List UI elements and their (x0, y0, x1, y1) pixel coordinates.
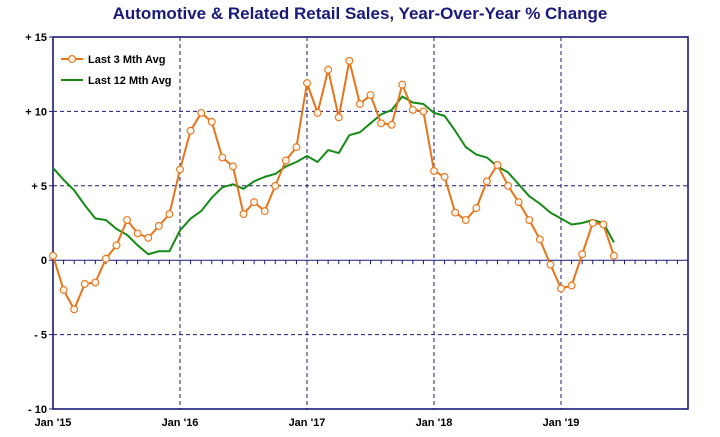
data-point (250, 198, 259, 207)
data-point (578, 250, 587, 259)
data-point (133, 229, 142, 238)
legend-label: Last 3 Mth Avg (88, 54, 165, 66)
y-tick-label: + 10 (25, 106, 47, 118)
data-point (303, 79, 311, 88)
data-point (588, 219, 597, 227)
x-tick-label: Jan '15 (35, 417, 72, 429)
y-tick-label: + 15 (25, 32, 47, 44)
y-tick-label: - 5 (34, 330, 47, 342)
data-point (165, 210, 174, 219)
data-point (408, 105, 417, 114)
data-point (535, 235, 544, 244)
x-tick-label: Jan '19 (543, 417, 580, 429)
data-point (144, 233, 153, 242)
data-point (186, 126, 195, 135)
data-point (419, 107, 428, 116)
data-point (334, 113, 343, 122)
x-tick-label: Jan '17 (289, 417, 326, 429)
data-point (154, 222, 163, 230)
series-line-last-12-mth-avg (52, 95, 615, 256)
data-point (260, 207, 269, 216)
data-point (228, 162, 237, 171)
data-point (609, 251, 618, 260)
legend-label: Last 12 Mth Avg (88, 75, 172, 87)
data-point (281, 156, 290, 165)
data-point (504, 181, 513, 190)
data-point (525, 216, 534, 224)
data-point (197, 108, 206, 117)
chart-title: Automotive & Related Retail Sales, Year-… (112, 4, 608, 23)
y-tick-label: - 10 (28, 404, 47, 416)
data-point (123, 216, 132, 224)
data-point (292, 143, 301, 152)
series (49, 56, 618, 314)
data-point (398, 80, 407, 89)
data-point (366, 91, 375, 99)
data-point (387, 120, 396, 129)
data-point (482, 177, 491, 186)
data-point (451, 208, 460, 217)
data-point (324, 65, 333, 74)
data-point (49, 251, 57, 260)
legend: Last 3 Mth Avg Last 12 Mth Avg (61, 54, 172, 87)
x-tick-label: Jan '18 (416, 417, 453, 429)
data-point (207, 117, 216, 126)
legend-marker (68, 55, 76, 63)
data-point (271, 181, 280, 190)
data-point (493, 161, 502, 169)
x-tick-label: Jan '16 (162, 417, 199, 429)
data-point (440, 172, 449, 181)
data-point (557, 284, 565, 293)
data-point (313, 108, 322, 117)
data-point (567, 281, 576, 290)
data-point (239, 210, 248, 219)
data-point (345, 56, 354, 65)
data-point (101, 254, 110, 263)
data-point (599, 220, 608, 229)
data-point (91, 278, 100, 287)
y-tick-label: + 5 (31, 181, 47, 193)
data-point (176, 165, 184, 174)
data-point (514, 198, 523, 207)
y-tick-label: 0 (41, 255, 47, 267)
data-point (430, 166, 438, 175)
data-point (461, 216, 470, 224)
data-point (80, 280, 89, 288)
plot-border (52, 36, 689, 410)
data-point (472, 204, 481, 213)
data-point (546, 260, 555, 269)
data-point (112, 241, 121, 250)
data-point (59, 286, 68, 294)
data-point (218, 153, 227, 162)
series-line-last-3-mth-avg (52, 59, 615, 311)
data-point (377, 119, 386, 128)
data-point (70, 305, 79, 314)
data-point (355, 100, 364, 108)
